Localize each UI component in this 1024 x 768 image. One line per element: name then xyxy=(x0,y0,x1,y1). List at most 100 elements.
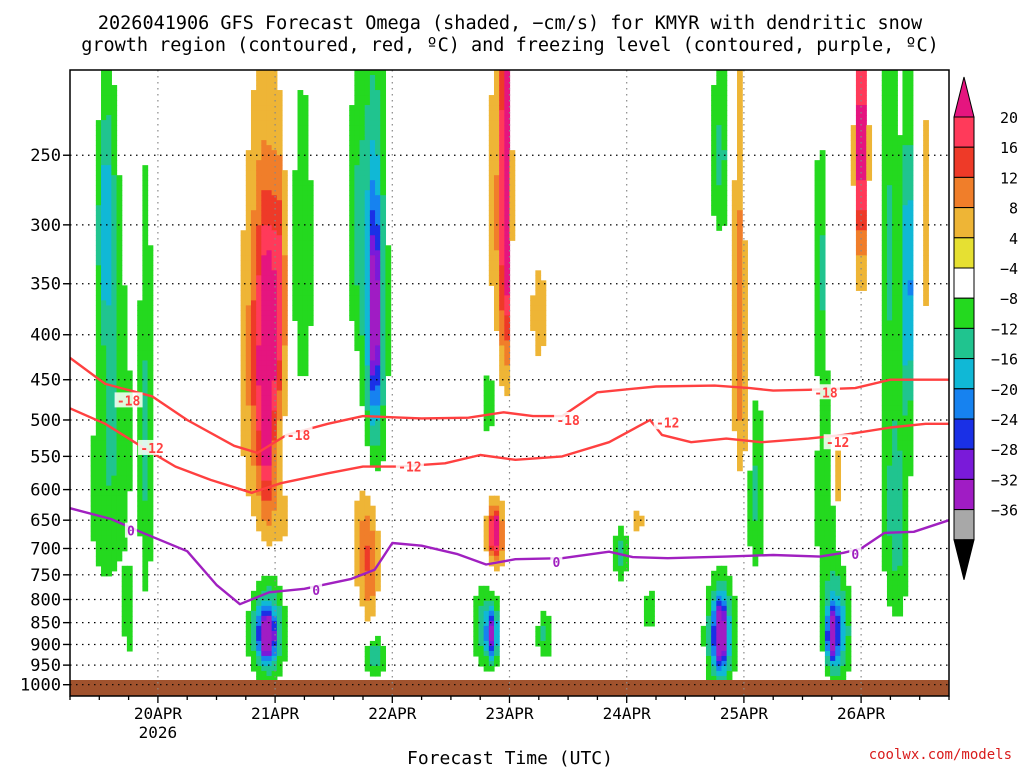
omega-cell xyxy=(359,535,366,542)
omega-cell xyxy=(499,505,505,512)
omega-cell xyxy=(509,200,516,206)
omega-cell xyxy=(380,190,387,196)
omega-cell xyxy=(261,120,268,126)
omega-cell xyxy=(111,520,118,527)
omega-cell xyxy=(385,370,392,377)
omega-cell xyxy=(261,330,268,337)
omega-cell xyxy=(281,300,288,306)
omega-cell xyxy=(633,515,640,522)
omega-cell xyxy=(359,260,366,266)
omega-cell xyxy=(892,585,898,592)
omega-cell xyxy=(488,225,495,231)
omega-cell xyxy=(716,170,723,176)
omega-cell xyxy=(364,440,371,447)
omega-cell xyxy=(814,460,821,467)
omega-cell xyxy=(861,265,867,271)
omega-cell xyxy=(256,585,262,592)
omega-cell xyxy=(256,215,262,221)
omega-cell xyxy=(380,115,387,121)
omega-cell xyxy=(245,210,252,216)
omega-cell xyxy=(95,230,102,236)
omega-cell xyxy=(292,265,299,271)
omega-cell xyxy=(483,600,490,607)
omega-cell xyxy=(302,135,309,141)
omega-cell xyxy=(250,645,257,652)
omega-cell xyxy=(245,475,252,482)
omega-cell xyxy=(731,330,738,337)
omega-cell xyxy=(737,325,743,332)
omega-cell xyxy=(276,155,283,161)
omega-cell xyxy=(95,460,102,467)
omega-cell xyxy=(240,285,247,291)
omega-cell xyxy=(266,420,273,427)
omega-cell xyxy=(721,210,728,216)
omega-cell xyxy=(907,470,914,477)
omega-cell xyxy=(752,525,759,532)
omega-cell xyxy=(737,300,743,306)
omega-cell xyxy=(499,160,505,166)
omega-cell xyxy=(721,600,728,607)
omega-cell xyxy=(245,305,252,311)
omega-cell xyxy=(886,260,893,266)
omega-cell xyxy=(95,340,102,347)
omega-cell xyxy=(819,605,826,612)
omega-cell xyxy=(266,480,273,487)
omega-cell xyxy=(488,115,495,121)
omega-cell xyxy=(752,435,759,442)
omega-cell xyxy=(830,585,836,592)
omega-cell xyxy=(297,155,304,161)
omega-cell xyxy=(530,310,536,316)
freezing-level-0-label: 0 xyxy=(312,584,320,599)
omega-cell xyxy=(375,190,381,196)
omega-cell xyxy=(488,150,495,156)
omega-cell xyxy=(297,190,304,196)
omega-cell xyxy=(281,525,288,532)
omega-cell xyxy=(302,275,309,281)
omega-cell xyxy=(349,175,355,181)
omega-cell xyxy=(881,205,888,211)
omega-cell xyxy=(101,395,107,402)
omega-cell xyxy=(359,240,366,246)
omega-cell xyxy=(266,310,273,316)
omega-cell xyxy=(142,490,149,497)
omega-cell xyxy=(142,475,149,482)
omega-cell xyxy=(488,260,495,266)
omega-cell xyxy=(824,540,831,547)
omega-cell xyxy=(499,210,505,216)
omega-cell xyxy=(819,270,826,276)
omega-cell xyxy=(302,105,309,111)
omega-cell xyxy=(281,250,288,256)
omega-cell xyxy=(354,285,361,291)
omega-cell xyxy=(731,205,738,211)
omega-cell xyxy=(95,530,102,537)
omega-cell xyxy=(147,535,154,542)
omega-cell xyxy=(349,145,355,151)
omega-cell xyxy=(737,140,743,146)
omega-cell xyxy=(111,400,118,407)
omega-cell xyxy=(478,595,485,602)
omega-cell xyxy=(276,415,283,422)
omega-cell xyxy=(95,295,102,301)
omega-cell xyxy=(281,365,288,372)
omega-cell xyxy=(101,340,107,347)
omega-cell xyxy=(116,305,123,311)
omega-cell xyxy=(892,535,898,542)
omega-cell xyxy=(923,295,929,301)
omega-cell xyxy=(886,435,893,442)
omega-cell xyxy=(814,345,821,352)
x-tick-label: 26APR xyxy=(837,704,886,723)
omega-cell xyxy=(886,185,893,191)
omega-cell xyxy=(649,600,655,607)
omega-cell xyxy=(897,395,904,402)
omega-cell xyxy=(375,390,381,397)
omega-cell xyxy=(369,600,376,607)
omega-cell xyxy=(369,105,376,111)
omega-cell xyxy=(271,420,278,427)
omega-cell xyxy=(731,210,738,216)
omega-cell xyxy=(95,150,102,156)
omega-cell xyxy=(535,325,542,332)
omega-cell xyxy=(731,265,738,271)
omega-cell xyxy=(261,450,268,457)
omega-cell xyxy=(250,255,257,261)
omega-cell xyxy=(499,140,505,146)
